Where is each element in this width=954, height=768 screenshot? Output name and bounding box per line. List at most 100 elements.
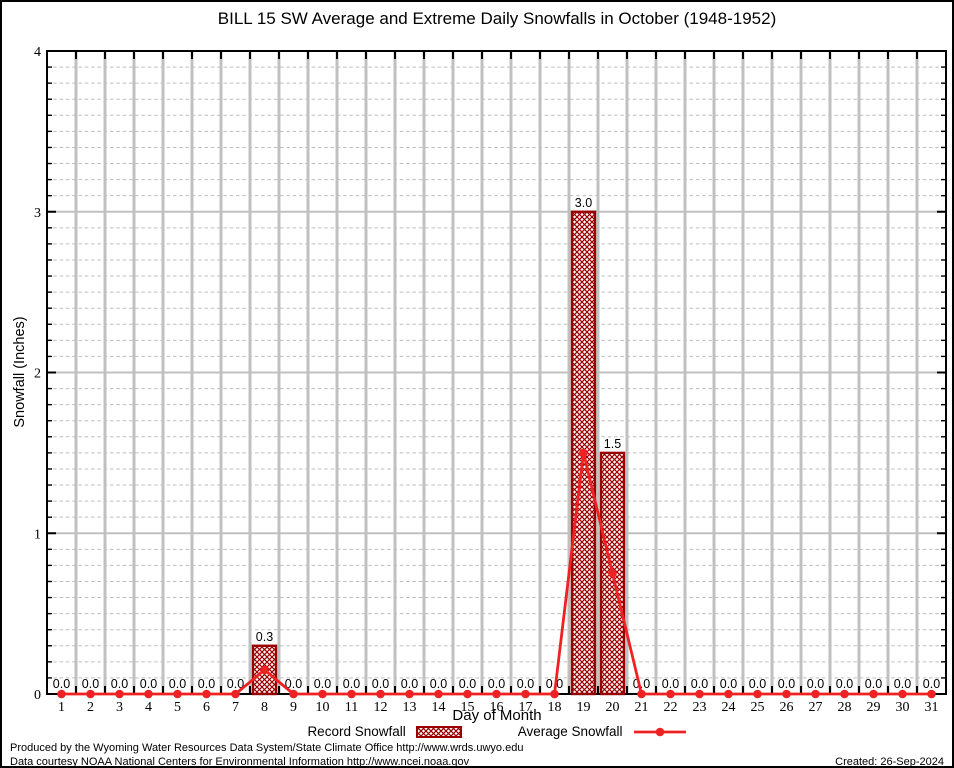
- value-label: 0.0: [807, 677, 824, 691]
- average-marker: [318, 689, 327, 699]
- x-tick-label: 25: [751, 700, 765, 715]
- x-tick-label: 9: [290, 700, 297, 715]
- x-tick-label: 19: [577, 700, 591, 715]
- average-marker: [86, 689, 95, 699]
- x-tick-label: 11: [345, 700, 358, 715]
- x-tick-label: 20: [606, 700, 620, 715]
- value-label: 0.0: [720, 677, 737, 691]
- average-marker: [608, 569, 617, 578]
- value-label: 0.0: [923, 677, 940, 691]
- x-tick-label: 26: [780, 700, 794, 715]
- y-axis-title: Snowfall (Inches): [12, 316, 28, 428]
- average-marker: [173, 689, 182, 699]
- average-marker: [666, 689, 675, 699]
- value-label: 0.0: [430, 677, 447, 691]
- plot-area: 0.0 0.0 0.0 0.0 0.0 0.0 0.0 0.3 0.0 0.0 0.0 0.0 0.0 0…: [34, 45, 947, 715]
- x-tick-label: 18: [548, 700, 562, 715]
- average-marker: [811, 689, 820, 699]
- value-label: 0.0: [749, 677, 766, 691]
- x-axis-title: Day of Month: [452, 707, 542, 724]
- value-label: 0.0: [894, 677, 911, 691]
- average-marker: [550, 689, 559, 699]
- y-tick-label: 1: [34, 527, 41, 542]
- value-label: 0.0: [372, 677, 389, 691]
- average-marker: [637, 689, 646, 699]
- average-marker: [144, 689, 153, 699]
- average-marker: [463, 689, 472, 699]
- average-marker: [782, 689, 791, 699]
- x-tick-label: 31: [925, 700, 939, 715]
- value-label: 0.0: [691, 677, 708, 691]
- x-tick-label: 28: [838, 700, 852, 715]
- x-tick-label: 17: [519, 700, 533, 715]
- average-marker: [492, 689, 501, 699]
- x-tick-label: 6: [203, 700, 210, 715]
- x-tick-label: 2: [87, 700, 94, 715]
- value-label: 0.0: [198, 677, 215, 691]
- value-label: 0.0: [285, 677, 302, 691]
- value-label: 0.0: [488, 677, 505, 691]
- legend: Record Snowfall Average Snowfall: [47, 724, 947, 739]
- x-tick-label: 8: [261, 700, 268, 715]
- value-label: 3.0: [575, 196, 592, 210]
- x-tick-label: 3: [116, 700, 123, 715]
- average-marker: [115, 689, 124, 699]
- value-label: 0.0: [82, 677, 99, 691]
- value-label: 1.5: [604, 437, 621, 451]
- y-tick-label: 2: [34, 367, 41, 382]
- x-tick-label: 27: [809, 700, 823, 715]
- average-line-icon: [633, 727, 686, 736]
- value-label: 0.0: [53, 677, 70, 691]
- average-marker: [869, 689, 878, 699]
- average-marker: [231, 689, 240, 699]
- x-tick-label: 5: [174, 700, 181, 715]
- x-tick-label: 14: [432, 700, 446, 715]
- footer-courtesy: Data courtesy NOAA National Centers for …: [10, 756, 470, 768]
- average-marker: [521, 689, 530, 699]
- average-marker: [289, 689, 298, 699]
- footer-producer: Produced by the Wyoming Water Resources …: [10, 742, 524, 754]
- average-marker: [898, 689, 907, 699]
- average-marker: [347, 689, 356, 699]
- x-tick-label: 1: [58, 700, 65, 715]
- value-label: 0.0: [836, 677, 853, 691]
- y-tick-label: 4: [34, 45, 41, 60]
- average-marker: [57, 689, 66, 699]
- x-tick-label: 24: [722, 700, 736, 715]
- x-tick-label: 23: [693, 700, 707, 715]
- value-label: 0.0: [865, 677, 882, 691]
- value-label: 0.0: [343, 677, 360, 691]
- average-marker: [927, 689, 936, 699]
- chart-title: BILL 15 SW Average and Extreme Daily Sno…: [217, 9, 777, 28]
- value-label: 0.0: [517, 677, 534, 691]
- value-label: 0.0: [111, 677, 128, 691]
- value-label: 0.0: [459, 677, 476, 691]
- x-tick-label: 30: [896, 700, 910, 715]
- record-swatch-icon: [415, 725, 462, 738]
- average-marker: [202, 689, 211, 699]
- value-label: 0.0: [314, 677, 331, 691]
- value-label: 0.0: [169, 677, 186, 691]
- average-marker: [260, 665, 269, 675]
- created-date: Created: 26-Sep-2024: [835, 756, 944, 768]
- value-label: 0.0: [778, 677, 795, 691]
- average-marker: [579, 448, 588, 458]
- average-marker: [753, 689, 762, 699]
- x-tick-label: 12: [374, 700, 388, 715]
- value-label: 0.3: [256, 630, 273, 644]
- x-tick-label: 15: [461, 700, 475, 715]
- legend-average-label: Average Snowfall: [517, 724, 623, 739]
- value-label: 0.0: [140, 677, 157, 691]
- value-label: 0.0: [401, 677, 418, 691]
- x-tick-label: 21: [635, 700, 649, 715]
- average-marker: [695, 689, 704, 699]
- average-marker: [376, 689, 385, 699]
- average-marker: [840, 689, 849, 699]
- x-tick-label: 29: [867, 700, 881, 715]
- average-marker: [724, 689, 733, 699]
- average-marker: [434, 689, 443, 699]
- x-tick-label: 10: [316, 700, 330, 715]
- y-tick-label: 3: [34, 206, 41, 221]
- x-tick-label: 16: [490, 700, 504, 715]
